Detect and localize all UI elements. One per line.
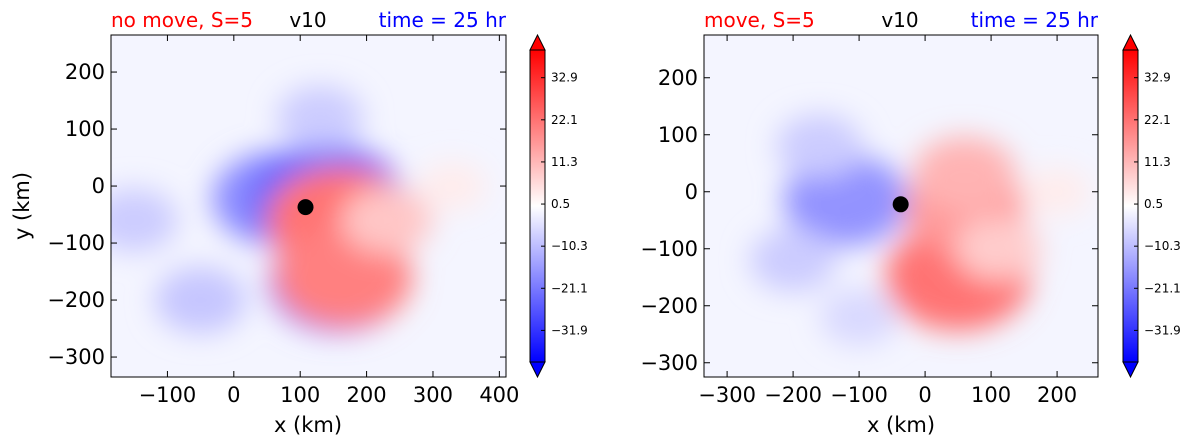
plot-area bbox=[704, 35, 1098, 377]
y-tick-label: −200 bbox=[640, 294, 698, 318]
y-tick-label: −200 bbox=[47, 288, 105, 312]
contour-field bbox=[111, 85, 486, 334]
y-tick-label: 100 bbox=[658, 123, 698, 147]
x-tick-label: 100 bbox=[971, 383, 1011, 407]
x-tick-label: 300 bbox=[413, 383, 453, 407]
y-axis-ticks: −300 −200 −100 0 100 200 bbox=[640, 66, 1098, 375]
colorbar-tick-label: 22.1 bbox=[551, 113, 578, 127]
colorbar-tick-label: −31.9 bbox=[1144, 323, 1181, 337]
y-tick-label: −100 bbox=[640, 237, 698, 261]
panel-no-move: no move, S=5 v10 time = 25 hr −100 0 100 20… bbox=[10, 8, 588, 437]
x-tick-label: 200 bbox=[347, 383, 387, 407]
x-axis-label: x (km) bbox=[867, 413, 935, 437]
colorbar-ticks: 32.9 22.1 11.3 0.5 −10.3 −21.1 −31.9 bbox=[1134, 71, 1181, 337]
colorbar-extend-min bbox=[529, 361, 546, 379]
plot-frame bbox=[703, 34, 1099, 378]
x-axis-ticks: −100 0 100 200 300 400 bbox=[139, 35, 519, 407]
colorbar-ticks: 32.9 22.1 11.3 0.5 −10.3 −21.1 −31.9 bbox=[541, 71, 588, 337]
contour-feature-2 bbox=[749, 228, 837, 292]
x-tick-label: 100 bbox=[280, 383, 320, 407]
panel-title-right: time = 25 hr bbox=[971, 8, 1099, 32]
contour-feature-3 bbox=[276, 85, 364, 150]
colorbar-tick-label: −10.3 bbox=[551, 239, 588, 253]
plot-frame bbox=[110, 34, 507, 378]
colorbar-tick-label: 0.5 bbox=[551, 197, 570, 211]
colorbar-extend-max bbox=[1122, 33, 1139, 51]
contour-feature-3 bbox=[820, 288, 899, 346]
y-tick-label: −300 bbox=[640, 351, 698, 375]
storm-center-marker bbox=[297, 199, 314, 216]
colorbar-tick-label: −21.1 bbox=[1144, 281, 1181, 295]
x-tick-label: −300 bbox=[698, 383, 756, 407]
panel-title-center: v10 bbox=[881, 8, 918, 32]
y-axis-label: y (km) bbox=[10, 172, 34, 240]
contour-feature-1 bbox=[776, 114, 863, 178]
colorbar-tick-label: −31.9 bbox=[551, 323, 588, 337]
y-tick-label: −300 bbox=[47, 345, 105, 369]
panel-title-center: v10 bbox=[289, 8, 326, 32]
contour-feature-8 bbox=[1024, 167, 1090, 216]
y-tick-label: −100 bbox=[47, 231, 105, 255]
contour-feature-9 bbox=[419, 162, 486, 211]
x-tick-label: 400 bbox=[479, 383, 519, 407]
contour-feature-4 bbox=[111, 188, 178, 253]
colorbar-gradient bbox=[529, 49, 546, 363]
contour-feature-5 bbox=[154, 266, 247, 334]
x-tick-label: 0 bbox=[227, 383, 240, 407]
colorbar-tick-label: 11.3 bbox=[551, 155, 578, 169]
colorbar-tick-label: −21.1 bbox=[551, 281, 588, 295]
contour-feature-8 bbox=[340, 186, 433, 254]
x-tick-label: 0 bbox=[918, 383, 931, 407]
panel-title-left: move, S=5 bbox=[704, 8, 815, 32]
x-tick-label: −100 bbox=[830, 383, 888, 407]
x-tick-label: 200 bbox=[1037, 383, 1077, 407]
colorbar-tick-label: 0.5 bbox=[1144, 197, 1163, 211]
x-axis-label: x (km) bbox=[274, 413, 342, 437]
y-tick-label: 100 bbox=[65, 117, 105, 141]
colorbar-extend-max bbox=[529, 33, 546, 51]
y-tick-label: 0 bbox=[685, 180, 698, 204]
colorbar-tick-label: 22.1 bbox=[1144, 113, 1171, 127]
panel-title-right: time = 25 hr bbox=[379, 8, 507, 32]
plot-area bbox=[111, 35, 506, 377]
x-tick-label: −200 bbox=[764, 383, 822, 407]
colorbar-tick-label: 11.3 bbox=[1144, 155, 1171, 169]
contour-feature-7 bbox=[954, 216, 1041, 281]
x-axis-ticks: −300 −200 −100 0 100 200 bbox=[698, 35, 1077, 407]
colorbar: 32.9 22.1 11.3 0.5 −10.3 −21.1 −31.9 bbox=[529, 33, 588, 379]
contour-field bbox=[749, 114, 1090, 346]
colorbar-tick-label: 32.9 bbox=[1144, 71, 1171, 85]
colorbar-tick-label: 32.9 bbox=[551, 71, 578, 85]
colorbar-tick-label: −10.3 bbox=[1144, 239, 1181, 253]
x-tick-label: −100 bbox=[139, 383, 197, 407]
colorbar: 32.9 22.1 11.3 0.5 −10.3 −21.1 −31.9 bbox=[1122, 33, 1181, 379]
y-axis-ticks: −300 −200 −100 0 100 200 bbox=[47, 60, 506, 369]
colorbar-gradient bbox=[1122, 49, 1139, 363]
y-tick-label: 0 bbox=[92, 174, 105, 198]
colorbar-extend-min bbox=[1122, 361, 1139, 379]
panel-move: move, S=5 v10 time = 25 hr −300 −200 −100 0… bbox=[640, 8, 1180, 437]
panel-title-left: no move, S=5 bbox=[111, 8, 253, 32]
y-tick-label: 200 bbox=[65, 60, 105, 84]
storm-center-marker bbox=[892, 196, 909, 213]
y-tick-label: 200 bbox=[658, 66, 698, 90]
contour-feature-6 bbox=[912, 136, 1017, 213]
